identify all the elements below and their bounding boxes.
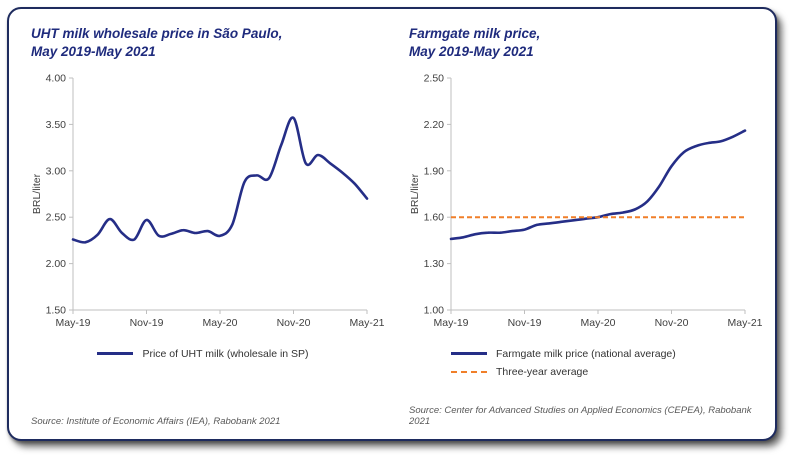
x-tick-label: May-20 <box>202 317 237 329</box>
legend-item: Three-year average <box>451 366 588 378</box>
x-tick-label: May-20 <box>580 317 615 329</box>
price-of-uht-milk-wholesale-in-sp-line <box>71 116 369 244</box>
y-tick-label: 4.00 <box>46 72 67 84</box>
y-tick-label: 1.00 <box>424 304 445 316</box>
x-tick-label: May-19 <box>55 317 90 329</box>
chart-title-line1: UHT milk wholesale price in São Paulo, <box>31 26 283 41</box>
legend-line-sample <box>451 352 487 356</box>
chart-farmgate-milk: Farmgate milk price, May 2019-May 2021 1… <box>409 25 763 427</box>
chart-title-line1: Farmgate milk price, <box>409 26 541 41</box>
y-tick-label: 1.60 <box>424 211 445 223</box>
legend-dashed-line-sample <box>451 370 487 373</box>
x-tick-label: Nov-20 <box>277 317 311 329</box>
y-tick-label: 3.00 <box>46 165 67 177</box>
x-tick-label: May-21 <box>349 317 384 329</box>
legend-item: Farmgate milk price (national average) <box>451 348 676 360</box>
y-tick-label: 1.90 <box>424 165 445 177</box>
legend-label: Price of UHT milk (wholesale in SP) <box>142 347 309 360</box>
chart-title-line2: May 2019-May 2021 <box>409 43 534 59</box>
y-axis-title: BRL/liter <box>409 173 421 214</box>
legend-label: Three-year average <box>496 365 589 378</box>
legend-item: Price of UHT milk (wholesale in SP) <box>97 347 309 360</box>
y-tick-label: 2.00 <box>46 258 67 270</box>
chart-title-uht: UHT milk wholesale price in São Paulo, M… <box>31 25 375 61</box>
chart-columns: UHT milk wholesale price in São Paulo, M… <box>31 25 763 427</box>
y-axis-title: BRL/liter <box>31 173 43 214</box>
uht-price-line-chart: 1.50 2.00 2.50 3.00 3.50 4.00 May-19 Nov-19 May-… <box>31 72 385 329</box>
chart-legend-uht: Price of UHT milk (wholesale in SP) <box>31 348 375 360</box>
y-tick-label: 1.30 <box>424 258 445 270</box>
source-note-uht: Source: Institute of Economic Affairs (I… <box>31 416 281 427</box>
x-tick-label: May-19 <box>433 317 468 329</box>
y-tick-label: 2.50 <box>424 72 445 84</box>
chart-title-line2: May 2019-May 2021 <box>31 43 156 59</box>
source-note-farmgate: Source: Center for Advanced Studies on A… <box>409 405 752 427</box>
farmgate-price-line-chart: 1.00 1.30 1.60 1.90 2.20 2.50 May-19 Nov-19 May-… <box>409 72 763 329</box>
chart-uht-milk: UHT milk wholesale price in São Paulo, M… <box>31 25 385 427</box>
chart-title-farmgate: Farmgate milk price, May 2019-May 2021 <box>409 25 753 61</box>
y-tick-label: 3.50 <box>46 119 67 131</box>
chart-legend-farmgate: Farmgate milk price (national average) Th… <box>409 348 753 378</box>
legend-line-sample <box>97 352 134 356</box>
x-tick-label: May-21 <box>727 317 762 329</box>
y-tick-label: 1.50 <box>46 304 67 316</box>
x-tick-label: Nov-20 <box>655 317 689 329</box>
x-tick-label: Nov-19 <box>508 317 542 329</box>
y-tick-label: 2.20 <box>424 119 445 131</box>
x-tick-label: Nov-19 <box>130 317 164 329</box>
legend-label: Farmgate milk price (national average) <box>496 347 676 360</box>
y-tick-label: 2.50 <box>46 211 67 223</box>
figure-frame: UHT milk wholesale price in São Paulo, M… <box>7 7 777 441</box>
farmgate-milk-price-national-average-line <box>449 128 747 240</box>
